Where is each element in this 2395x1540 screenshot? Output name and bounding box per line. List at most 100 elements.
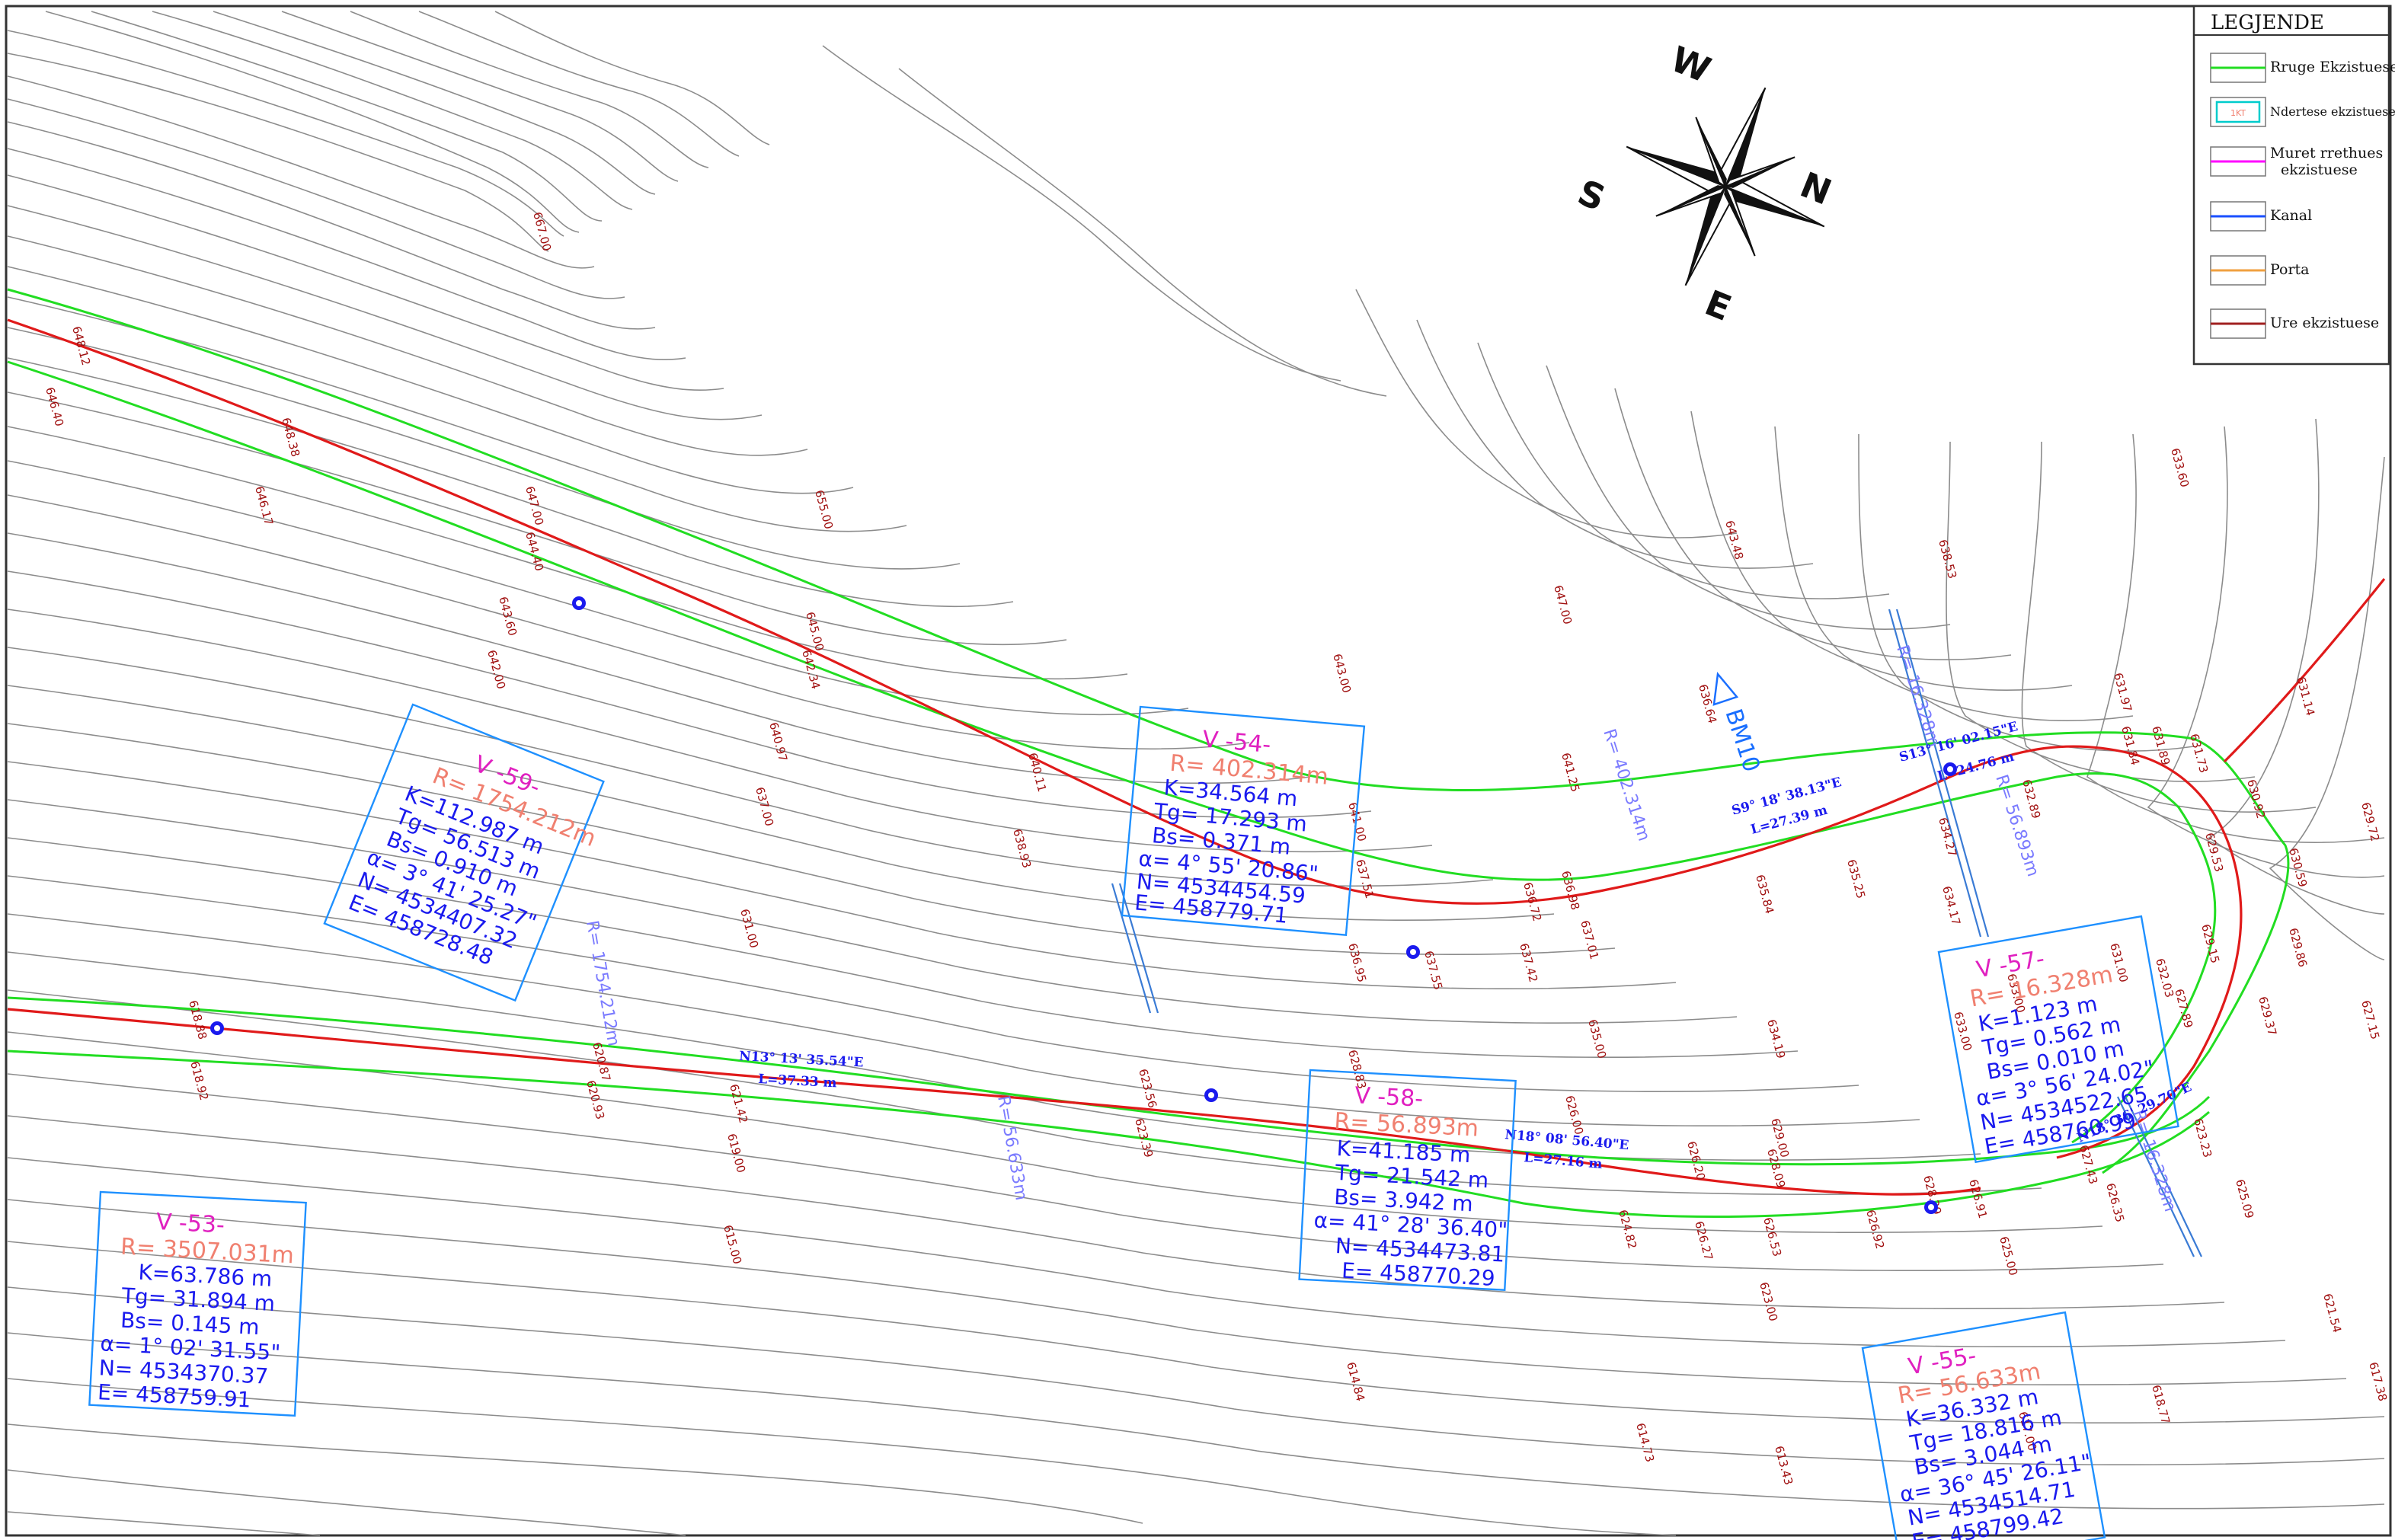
elevation-label: 647.00 <box>523 484 546 526</box>
elevation-label: 626.91 <box>1966 1177 1990 1219</box>
compass-north: N <box>1795 164 1837 212</box>
curve-box-55: V -55- R= 56.633m K=36.332 m Tg= 18.816 … <box>1861 1311 2106 1540</box>
legend-item-walls: Muret rrethues ekzistuese <box>2210 145 2383 178</box>
elevation-label: 637.01 <box>1578 919 1601 960</box>
elevation-label: 626.53 <box>1760 1216 1784 1257</box>
elevation-label: 647.00 <box>1551 583 1575 625</box>
elevation-label: 614.84 <box>1344 1360 1367 1402</box>
elevation-label: 629.53 <box>2202 831 2226 873</box>
elevation-label: 637.51 <box>1353 858 1377 899</box>
elevation-label: 623.56 <box>1136 1067 1159 1109</box>
legend-item-roads: Rruge Ekzistuese <box>2210 53 2395 83</box>
curve-box-frame <box>88 1190 307 1417</box>
compass-east: E <box>1700 282 1737 329</box>
elevation-label: 640.97 <box>766 720 790 762</box>
elevation-label: 631.14 <box>2294 675 2317 717</box>
curve-box-frame <box>1861 1311 2106 1540</box>
benchmark-label: BM10 <box>1719 706 1764 775</box>
legend-frame <box>2192 5 2390 366</box>
survey-point-icon <box>572 596 586 610</box>
elevation-label: 638.53 <box>1936 538 1959 580</box>
survey-point-icon <box>1924 1200 1938 1214</box>
legend-label: Ure ekzistuese <box>2270 315 2379 331</box>
curve-box-54: V -54- R= 402.314m K=34.564 m Tg= 17.293… <box>1121 705 1366 936</box>
elevation-label: 617.38 <box>2366 1360 2390 1402</box>
survey-point-icon <box>1406 945 1420 959</box>
survey-point-icon <box>1204 1088 1218 1102</box>
elevation-label: 623.23 <box>2191 1117 2214 1158</box>
elevation-label: 629.37 <box>2256 995 2279 1037</box>
compass-star-icon <box>1626 87 1825 286</box>
elevation-label: 621.42 <box>727 1082 750 1124</box>
elevation-label: 629.72 <box>2358 800 2382 842</box>
elevation-label: 631.73 <box>2187 732 2211 774</box>
canals <box>1111 609 2202 1257</box>
elevation-label: 642.00 <box>484 648 508 690</box>
elevation-label: 627.43 <box>2077 1143 2100 1185</box>
elevation-label: 626.20 <box>1684 1139 1708 1181</box>
azimuth-direction: N13° 13' 35.54"E <box>739 1049 864 1071</box>
elevation-label: 645.00 <box>803 610 827 652</box>
legend-label: Muret rrethues <box>2270 145 2383 161</box>
elevation-label: 632.03 <box>2153 957 2176 998</box>
elevation-label: 655.00 <box>812 488 836 530</box>
elevation-label: 637.55 <box>1421 949 1445 991</box>
curve-box-frame <box>1937 915 2179 1164</box>
elevation-label: 667.00 <box>530 210 554 252</box>
legend-label-2: ekzistuese <box>2281 161 2358 178</box>
legend-label: Porta <box>2270 261 2310 278</box>
azimuth-length: L=37.33 m <box>758 1072 837 1091</box>
legend-label: Kanal <box>2270 207 2312 224</box>
legend-swatch-text: 1KT <box>2230 108 2246 118</box>
elevation-label: 634.19 <box>1764 1018 1788 1059</box>
elevation-label: 614.73 <box>1633 1421 1657 1463</box>
curve-box-frame <box>1298 1069 1517 1292</box>
elevation-label: 623.00 <box>1757 1280 1780 1322</box>
legend-item-buildings: 1KT Ndertese ekzistuese <box>2210 97 2395 127</box>
benchmark-triangle-icon <box>1712 671 1739 706</box>
curve-vertex: V -58- <box>1354 1082 1424 1113</box>
elevation-label: 627.15 <box>2358 998 2382 1040</box>
survey-point-icon <box>1943 762 1957 776</box>
elevation-label: 613.43 <box>1772 1444 1795 1486</box>
elevation-label: 635.84 <box>1753 873 1776 915</box>
elevation-label: 636.95 <box>1345 941 1369 983</box>
elevation-label: 635.25 <box>1844 858 1868 899</box>
elevation-label: 618.88 <box>186 998 209 1040</box>
elevation-label: 638.93 <box>1010 827 1034 869</box>
legend-item-gate: Porta <box>2210 255 2310 286</box>
legend-item-bridge: Ure ekzistuese <box>2210 308 2379 339</box>
compass-south: S <box>1572 171 1611 219</box>
elevation-label: 631.97 <box>2111 671 2134 713</box>
curve-box-frame <box>1121 705 1366 936</box>
legend-label: Ndertese ekzistuese <box>2270 104 2395 119</box>
elevation-label: 634.17 <box>1939 884 1963 926</box>
curve-box-frame <box>323 703 605 1002</box>
compass-rose <box>1626 87 1825 286</box>
existing-roads <box>7 288 2290 1218</box>
legend: LEGJENDE Rruge Ekzistuese 1KT Ndertese e… <box>2192 5 2395 366</box>
elevation-label: 646.17 <box>252 484 276 526</box>
elevation-label: 643.00 <box>1330 652 1354 694</box>
curve-box-58: V -58- R= 56.893m K=41.185 m Tg= 21.542 … <box>1298 1069 1517 1292</box>
radius-label: R= 56.633m <box>993 1094 1031 1202</box>
elevation-label: 626.35 <box>2103 1181 2127 1223</box>
curve-vertex: V -53- <box>155 1209 225 1239</box>
elevation-label: 625.09 <box>2233 1177 2256 1219</box>
elevation-label: 631.00 <box>737 907 761 949</box>
legend-title: LEGJENDE <box>2211 11 2324 34</box>
map-frame <box>5 5 2392 1537</box>
elevation-label: 636.98 <box>1559 869 1582 911</box>
elevation-label: 641.25 <box>1559 751 1582 793</box>
elevation-label: 631.84 <box>2118 724 2142 766</box>
benchmark-marker: BM10 <box>1712 671 1765 775</box>
road-axis <box>7 318 2386 1196</box>
survey-point-icon <box>210 1021 224 1035</box>
curve-vertex: V -54- <box>1201 726 1272 759</box>
elevation-label: 621.54 <box>2320 1292 2344 1334</box>
elevation-label: 648.38 <box>279 416 302 458</box>
elevation-label: 626.00 <box>1562 1094 1586 1136</box>
legend-item-canal: Kanal <box>2210 201 2312 232</box>
radius-label: R= 402.314m <box>1599 727 1653 843</box>
